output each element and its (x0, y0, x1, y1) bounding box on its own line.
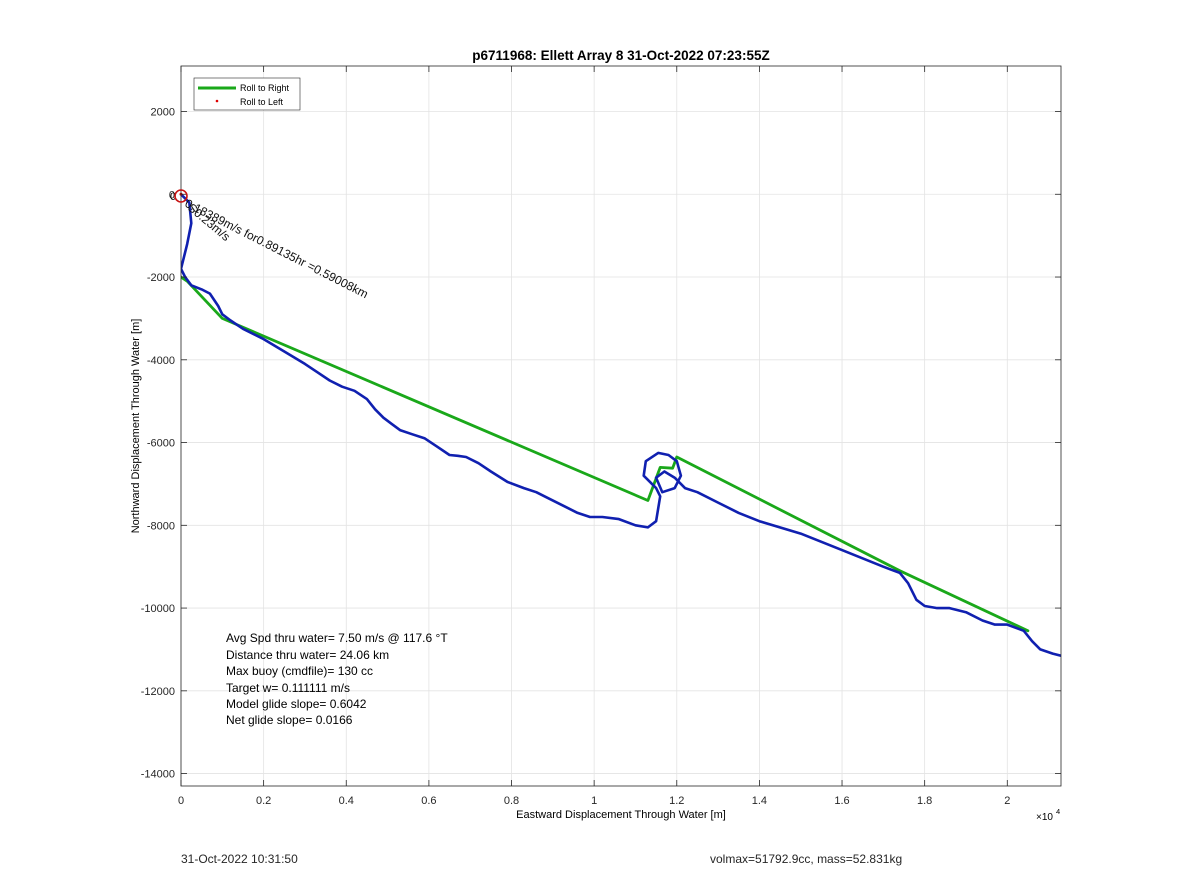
axes-box (180, 65, 1062, 787)
x-exponent: ×10 4 (1036, 807, 1060, 823)
chart-title: p6711968: Ellett Array 8 31-Oct-2022 07:… (472, 48, 769, 63)
x-tick-label: 1.8 (917, 795, 932, 807)
stat-target-w: Target w= 0.111111 m/s (226, 681, 350, 695)
x-tick-label: 1 (591, 795, 597, 807)
series-track-line (181, 193, 1061, 658)
y-tick-label: -2000 (147, 272, 175, 284)
y-tick-label: 0 (169, 189, 175, 201)
y-tick-label: 2000 (151, 107, 175, 119)
start-circle (174, 189, 188, 203)
series-lines (179, 192, 1061, 658)
y-axis-label: Northward Displacement Through Water [m] (130, 319, 142, 534)
start-marker-label: 0 (170, 191, 176, 203)
x-tick-label: 0.8 (504, 795, 519, 807)
stats-block: Avg Spd thru water= 7.50 m/s @ 117.6 °T … (226, 631, 448, 727)
stat-max-buoy: Max buoy (cmdfile)= 130 cc (226, 664, 373, 678)
y-tick-label: -8000 (147, 520, 175, 532)
stat-avg-speed: Avg Spd thru water= 7.50 m/s @ 117.6 °T (226, 631, 448, 645)
y-tick-label: -6000 (147, 438, 175, 450)
x-tick-label: 1.2 (669, 795, 684, 807)
y-tick-label: -14000 (141, 769, 175, 781)
legend-label-roll-right: Roll to Right (240, 83, 290, 93)
x-tick-label: 0.2 (256, 795, 271, 807)
footer-summary: volmax=51792.9cc, mass=52.831kg (710, 852, 903, 866)
legend-label-roll-left: Roll to Left (240, 97, 284, 107)
series-roll-to-right-line (181, 275, 1030, 633)
y-tick-label: -12000 (141, 686, 175, 698)
track-annotation: 0.18389m/s for0.89135hr =0.59008km (183, 196, 371, 301)
start-marker: 0 (170, 189, 188, 203)
x-exponent-power: 4 (1056, 807, 1060, 816)
x-exponent-base: ×10 (1036, 812, 1053, 823)
x-tick-label: 0.4 (339, 795, 354, 807)
legend-box (193, 77, 301, 111)
grid-lines (180, 66, 1061, 786)
x-tick-label: 1.4 (752, 795, 767, 807)
x-tick-label: 0.6 (421, 795, 436, 807)
stat-net-glide: Net glide slope= 0.0166 (226, 713, 353, 727)
stat-model-glide: Model glide slope= 0.6042 (226, 697, 367, 711)
footer-timestamp: 31-Oct-2022 10:31:50 (181, 852, 298, 866)
y-tick-label: -10000 (141, 603, 175, 615)
x-tick-label: 0 (178, 795, 184, 807)
x-tick-label: 1.6 (834, 795, 849, 807)
legend-swatch-roll-left (215, 99, 219, 103)
stat-distance: Distance thru water= 24.06 km (226, 648, 389, 662)
y-tick-label: -4000 (147, 355, 175, 367)
x-axis-label: Eastward Displacement Through Water [m] (516, 809, 726, 821)
axis-ticks: 0 0.2 0.4 0.6 0.8 1 1.2 1.4 1.6 1.8 2 2000 0 -2000 -40… (141, 66, 1061, 807)
legend: Roll to Right Roll to Left (193, 77, 301, 111)
x-tick-label: 2 (1004, 795, 1010, 807)
